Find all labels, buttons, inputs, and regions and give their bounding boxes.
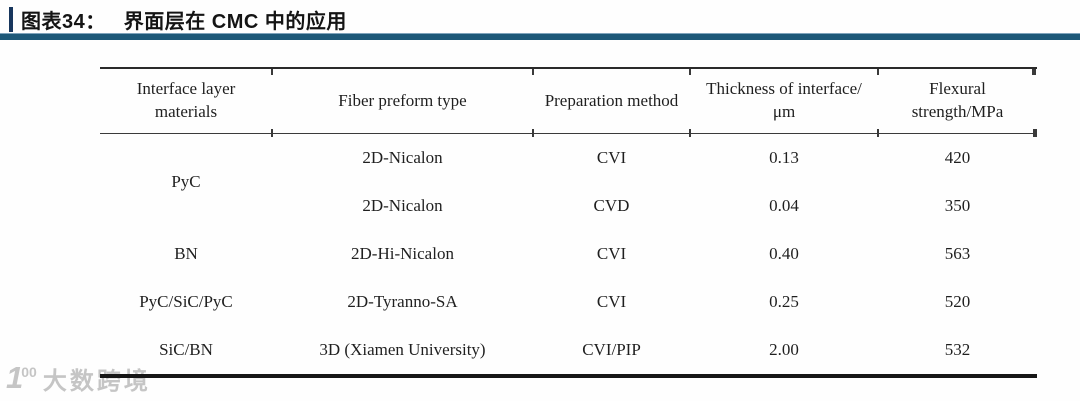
table-row: SiC/BN 3D (Xiamen University) CVI/PIP 2.… — [100, 326, 1037, 376]
figure-title: 界面层在 CMC 中的应用 — [123, 11, 347, 33]
header-row: Interface layer materials Fiber preform … — [100, 68, 1037, 134]
watermark-100-logo-icon: 100 — [6, 360, 37, 395]
figure-number-label: 图表34： — [21, 11, 106, 33]
cell-method: CVI — [596, 292, 627, 311]
cell-preform: 3D (Xiamen University) — [319, 340, 486, 359]
cell-thickness: 0.04 — [769, 196, 799, 215]
cell-material: BN — [174, 244, 198, 263]
table-row: BN 2D-Hi-Nicalon CVI 0.40 563 — [100, 230, 1037, 278]
cell-preform: 2D-Tyranno-SA — [347, 292, 458, 311]
cell-method: CVI — [596, 148, 627, 167]
cmc-interface-table: Interface layer materials Fiber preform … — [100, 67, 1037, 378]
cell-material: SiC/BN — [159, 340, 213, 359]
column-tick — [1032, 69, 1036, 75]
caption-underline — [0, 33, 1080, 40]
watermark-text: 大数跨境 — [42, 367, 151, 395]
col-header-interface-materials: Interface layer materials — [100, 68, 272, 134]
cell-method: CVI — [596, 244, 627, 263]
col-header-thickness: Thickness of interface/μm — [690, 68, 878, 134]
col-header-flexural-strength: Flexural strength/MPa — [878, 68, 1037, 134]
cell-material: PyC/SiC/PyC — [139, 292, 233, 311]
cell-thickness: 0.25 — [769, 292, 799, 311]
cell-thickness: 0.13 — [769, 148, 799, 167]
column-tick — [689, 69, 691, 75]
cell-thickness: 2.00 — [769, 340, 799, 359]
figure-caption: 图表34： 界面层在 CMC 中的应用 — [21, 5, 347, 34]
cell-strength: 520 — [944, 292, 971, 311]
cell-method: CVI/PIP — [582, 340, 641, 359]
watermark: 100 大数跨境 — [6, 360, 151, 396]
cell-preform: 2D-Nicalon — [362, 196, 443, 215]
col-header-preparation-method: Preparation method — [533, 68, 690, 134]
caption-accent-bar — [9, 7, 13, 32]
table-row: 2D-Nicalon CVD 0.04 350 — [100, 182, 1037, 230]
cell-preform: 2D-Hi-Nicalon — [351, 244, 454, 263]
column-tick — [1033, 129, 1037, 137]
column-tick — [271, 69, 273, 75]
cell-preform: 2D-Nicalon — [362, 148, 443, 167]
column-tick — [532, 129, 534, 137]
col-header-fiber-preform: Fiber preform type — [272, 68, 533, 134]
cell-strength: 420 — [944, 148, 971, 167]
column-tick — [689, 129, 691, 137]
cmc-table-container: Interface layer materials Fiber preform … — [100, 67, 1037, 378]
cell-strength: 532 — [944, 340, 971, 359]
column-tick — [877, 69, 879, 75]
table-row: PyC 2D-Nicalon CVI 0.13 420 — [100, 134, 1037, 191]
table-row: PyC/SiC/PyC 2D-Tyranno-SA CVI 0.25 520 — [100, 278, 1037, 326]
column-tick — [271, 129, 273, 137]
cell-material: PyC — [171, 172, 201, 191]
cell-method: CVD — [593, 196, 630, 215]
cell-strength: 350 — [944, 196, 971, 215]
cell-strength: 563 — [944, 244, 971, 263]
column-tick — [532, 69, 534, 75]
column-tick — [877, 129, 879, 137]
cell-thickness: 0.40 — [769, 244, 799, 263]
